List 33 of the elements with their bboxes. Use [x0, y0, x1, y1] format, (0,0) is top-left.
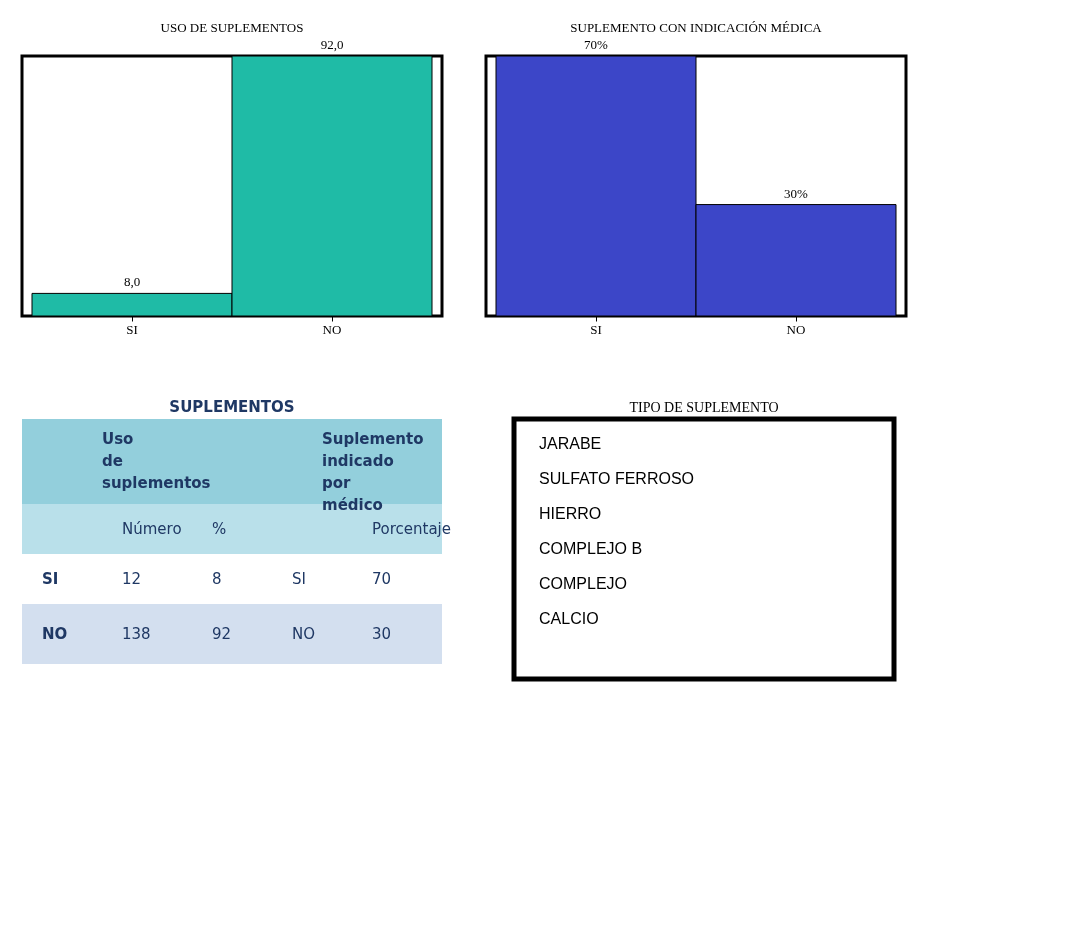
text: SULFATO FERROSO [539, 470, 694, 487]
text: 30 [372, 625, 392, 643]
text: Uso de suplementos [102, 430, 211, 492]
text: 70 [372, 570, 392, 588]
text: Porcentaje [372, 520, 451, 538]
text: NO [42, 625, 68, 643]
text: SI [42, 570, 59, 588]
text: COMPLEJO B [539, 540, 643, 557]
x-tick-label: NO [322, 321, 342, 337]
text: 12 [122, 570, 142, 588]
chart-title: SUPLEMENTO CON INDICACIÓN MÉDICA [570, 20, 823, 35]
chart-title: USO DE SUPLEMENTOS [160, 20, 304, 35]
text: 138 [122, 625, 151, 643]
text: TIPO DE SUPLEMENTO [629, 400, 779, 415]
data-label: 70% [584, 37, 609, 52]
x-tick-label: SI [126, 321, 138, 337]
x-tick-label: SI [590, 321, 602, 337]
data-label: 92,0 [320, 37, 344, 52]
text: COMPLEJO [539, 575, 628, 592]
x-tick-label: NO [786, 321, 806, 337]
text: JARABE [539, 435, 602, 452]
text: 92 [212, 625, 232, 643]
text: SI [292, 570, 306, 588]
text: Suplemento indicado por médico [322, 430, 424, 514]
data-label: 8,0 [123, 274, 141, 290]
data-label: 30% [784, 185, 809, 201]
text: 8 [212, 570, 222, 588]
text: Número [122, 520, 182, 538]
text: CALCIO [539, 610, 599, 627]
text: SUPLEMENTOS [169, 398, 295, 416]
text: % [212, 520, 227, 538]
text: HIERRO [539, 505, 602, 522]
text: NO [292, 625, 316, 643]
